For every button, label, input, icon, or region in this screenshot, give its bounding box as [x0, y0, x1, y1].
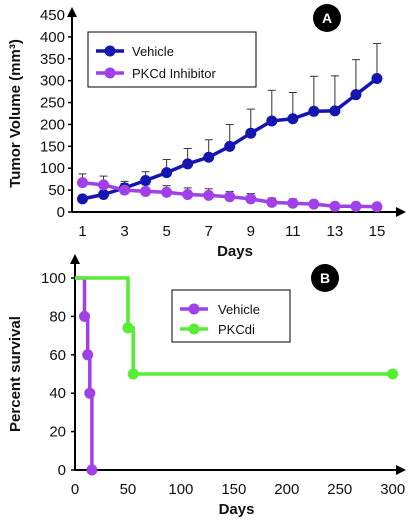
panel-a-legend: Vehicle PKCd Inhibitor — [87, 31, 257, 88]
panel-b-vehicle-point — [79, 310, 91, 322]
panel-a-legend-pkcd-inhibitor-marker — [104, 67, 116, 79]
panel-a-pkcd-inhibitor-point — [182, 188, 194, 200]
panel-b-x-tick-label: 150 — [221, 481, 246, 498]
panel-a-badge: A — [313, 4, 341, 32]
panel-b-axes — [70, 254, 406, 475]
panel-a-x-tick-label: 15 — [369, 223, 386, 240]
panel-b-vehicle-series-line — [75, 276, 94, 470]
panel-a-y-tick-label: 250 — [40, 95, 65, 112]
panel-a-y-tick-label: 400 — [40, 29, 65, 46]
panel-a-legend-box — [87, 31, 257, 88]
panel-a-pkcd-inhibitor-point — [119, 184, 131, 196]
x-axis-arrow — [396, 207, 406, 217]
panel-a-vehicle-point — [182, 158, 194, 170]
panel-b-x-tick-label: 50 — [120, 481, 137, 498]
panel-a-vehicle-point — [287, 113, 299, 125]
panel-a-y-tick-label: 300 — [40, 73, 65, 90]
panel-a-axes — [67, 7, 406, 217]
panel-b-badge: B — [311, 264, 339, 292]
panel-a-pkcd-inhibitor-point — [350, 200, 362, 212]
panel-a-pkcd-inhibitor-point — [224, 191, 236, 203]
panel-a-x-tick-label: 7 — [205, 223, 213, 240]
panel-a-y-tick-label: 100 — [40, 160, 65, 177]
panel-b-pkcdi-point — [127, 368, 139, 380]
panel-a-y-tick-label: 200 — [40, 116, 65, 133]
panel-a-pkcd-inhibitor-point — [203, 189, 215, 201]
panel-a-pkcd-inhibitor-point — [308, 198, 320, 210]
panel-b-pkcdi-point — [387, 368, 399, 380]
panel-b-label: B — [320, 270, 330, 286]
panel-b-y-tick-label: 20 — [49, 424, 66, 441]
panel-b-x-tick-label: 200 — [274, 481, 299, 498]
panel-b-x-tick-label: 100 — [168, 481, 193, 498]
panel-b-y-tick-label: 60 — [49, 347, 66, 364]
panel-b-vehicle-point — [84, 387, 96, 399]
panel-b-y-tick-label: 100 — [41, 270, 66, 287]
panel-b-y-tick-label: 80 — [49, 308, 66, 325]
panel-a-legend-vehicle-marker — [104, 45, 116, 57]
panel-a-vehicle-point — [266, 115, 278, 127]
panel-b-pkcdi-point — [122, 322, 134, 334]
panel-a-x-tick-label: 1 — [78, 223, 86, 240]
panel-a-y-tick-label: 450 — [40, 7, 65, 24]
panel-a-vehicle-point — [245, 127, 257, 139]
panel-a-vehicle-point — [77, 193, 89, 205]
panel-a-pkcd-inhibitor-point — [371, 201, 383, 213]
panel-a-vehicle-point — [329, 105, 341, 117]
panel-b-survival-chart: 0 20 40 60 80 100 0 50 100 150 200 250 300 Days Perc… — [7, 254, 406, 518]
panel-b-x-tick-label: 300 — [380, 481, 405, 498]
panel-b-y-tick-label: 0 — [58, 462, 66, 479]
panel-a-x-tick-label: 11 — [285, 223, 301, 240]
panel-a-pkcd-inhibitor-point — [140, 185, 152, 197]
panel-a-x-tick-label: 5 — [162, 223, 170, 240]
panel-b-y-tick-label: 40 — [49, 385, 66, 402]
panel-a-y-tick-label: 150 — [40, 138, 65, 155]
panel-a-pkcd-inhibitor-point — [98, 179, 110, 191]
panel-a-legend-vehicle-label: Vehicle — [132, 44, 174, 59]
panel-a-pkcd-inhibitor-point — [329, 200, 341, 212]
x-axis-arrow — [396, 465, 406, 475]
panel-b-legend-vehicle-label: Vehicle — [218, 302, 260, 317]
panel-a-pkcd-inhibitor-point — [266, 196, 278, 208]
panel-a-x-tick-label: 9 — [247, 223, 255, 240]
panel-b-vehicle-point — [82, 349, 94, 361]
panel-a-vehicle-point — [140, 174, 152, 186]
panel-a-pkcd-inhibitor-point — [161, 186, 173, 198]
panel-b-legend-pkcdi-label: PKCdi — [218, 322, 255, 337]
panel-a-y-axis-title: Tumor Volume (mm³) — [7, 39, 24, 188]
panel-a-x-tick-label: 13 — [327, 223, 344, 240]
panel-a-x-tick-label: 3 — [120, 223, 128, 240]
panel-b-legend-vehicle-marker — [188, 303, 200, 315]
panel-b-vehicle-point — [86, 464, 98, 476]
panel-a-vehicle-point — [224, 140, 236, 152]
panel-b-x-axis-title: Days — [219, 501, 255, 518]
panel-a-vehicle-point — [203, 151, 215, 163]
panel-a-y-tick-label: 350 — [40, 51, 65, 68]
panel-a-pkcd-inhibitor-point — [287, 197, 299, 209]
panel-b-legend: Vehicle PKCdi — [171, 289, 291, 343]
panel-a-pkcd-inhibitor-point — [77, 177, 89, 189]
panel-a-y-tick-label: 0 — [57, 204, 65, 221]
panel-a-vehicle-point — [98, 188, 110, 200]
panel-b-legend-pkcdi-marker — [188, 323, 200, 335]
y-axis-arrow — [70, 254, 80, 264]
panel-b-y-axis-title: Percent survival — [7, 316, 24, 432]
panel-a-legend-pkcd-inhibitor-label: PKCd Inhibitor — [132, 66, 216, 81]
panel-a-vehicle-point — [350, 89, 362, 101]
panel-a-vehicle-point — [371, 72, 383, 84]
panel-b-x-tick-label: 250 — [327, 481, 352, 498]
panel-a-vehicle-point — [308, 105, 320, 117]
panel-a-label: A — [322, 10, 332, 26]
panel-a-vehicle-point — [161, 167, 173, 179]
panel-a-x-axis-title: Days — [217, 243, 253, 260]
panel-b-x-tick-label: 0 — [71, 481, 79, 498]
panel-a-pkcd-inhibitor-point — [245, 193, 257, 205]
panel-a-y-tick-label: 50 — [48, 182, 65, 199]
